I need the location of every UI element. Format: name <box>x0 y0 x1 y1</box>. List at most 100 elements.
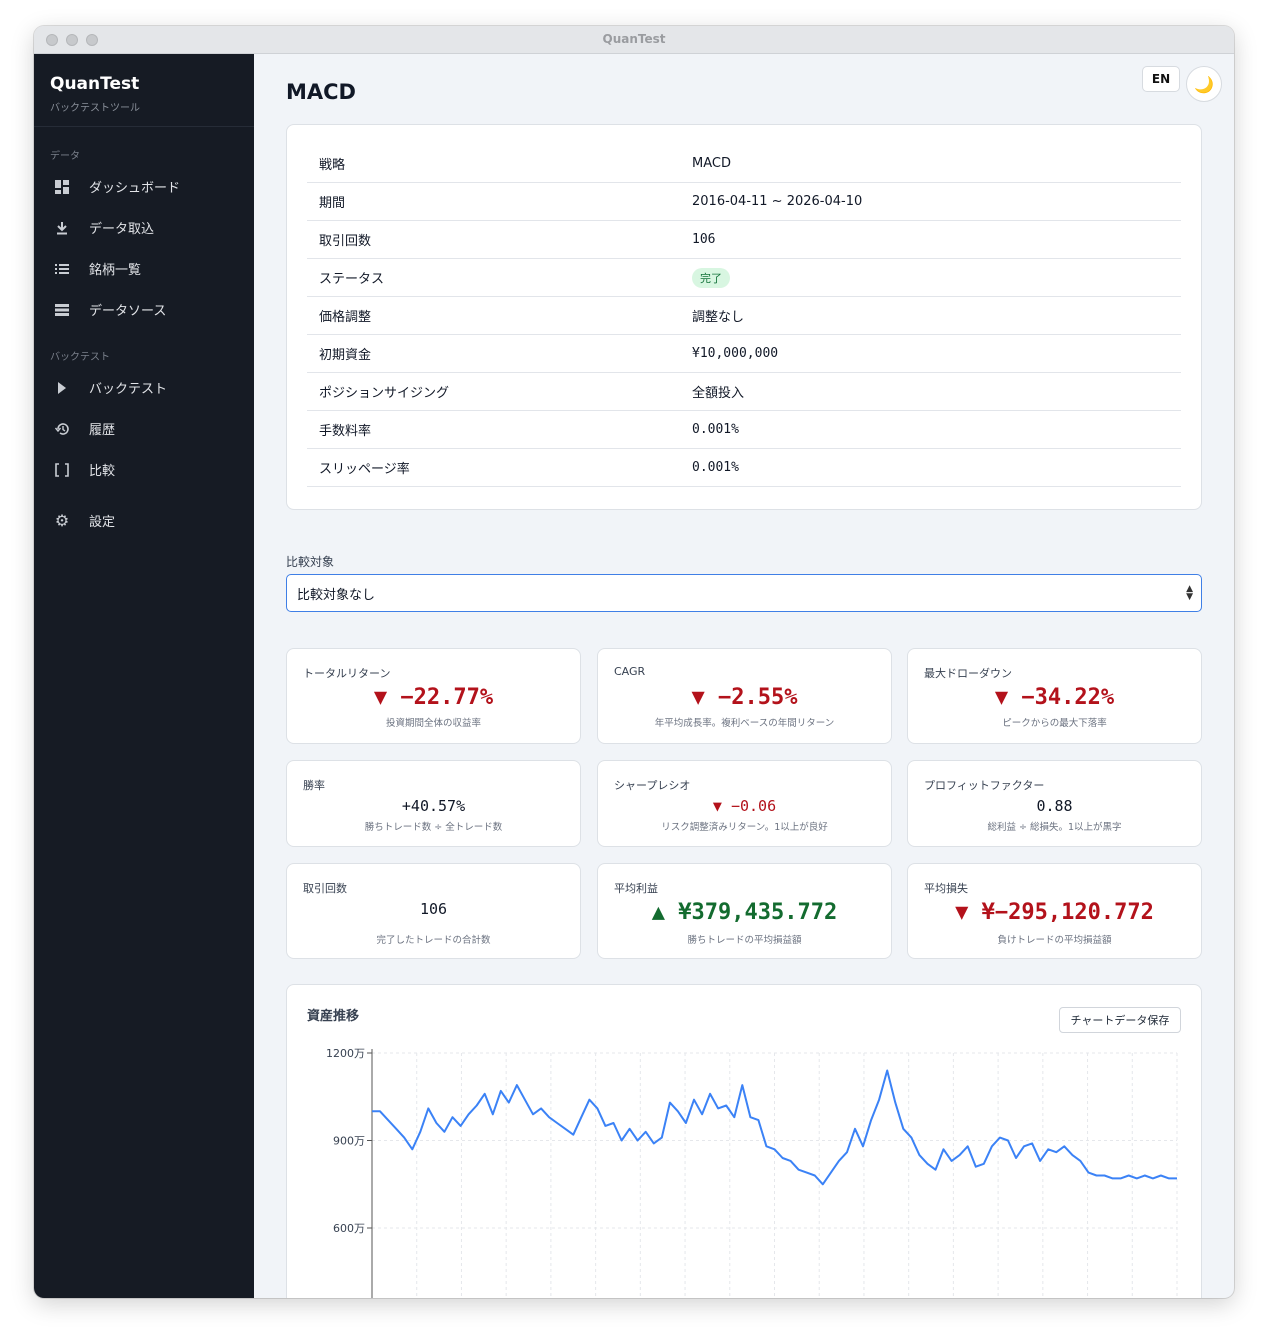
info-row: 期間 2016-04-11 ~ 2026-04-10 <box>307 183 1181 221</box>
metric-card: CAGR ▼ −2.55% 年平均成長率。複利ベースの年間リターン <box>597 648 892 744</box>
info-row: 取引回数 106 <box>307 221 1181 259</box>
metric-card: 勝率 +40.57% 勝ちトレード数 ÷ 全トレード数 <box>286 760 581 847</box>
metric-description: リスク調整済みリターン。1以上が良好 <box>661 822 828 833</box>
app-name: QuanTest <box>50 74 140 94</box>
sidebar-item-label: 履歴 <box>89 423 116 438</box>
save-chart-data-button[interactable]: チャートデータ保存 <box>1059 1007 1181 1033</box>
info-value: 全額投入 <box>692 386 745 401</box>
language-toggle-button[interactable]: EN <box>1142 66 1180 92</box>
sidebar-item-label: データソース <box>89 304 167 319</box>
download-icon <box>54 220 70 236</box>
info-key: スリッページ率 <box>319 462 410 477</box>
equity-chart-card: 資産推移 チャートデータ保存 1200万 900万 600万 300万 <box>286 984 1202 1298</box>
sidebar-item-history[interactable]: 履歴 <box>34 408 254 449</box>
title-bar: QuanTest <box>34 26 1234 54</box>
info-row: ステータス 完了 <box>307 259 1181 297</box>
compare-icon <box>54 462 70 478</box>
select-arrows-icon: ▲ ▼ <box>1186 584 1193 602</box>
brand: QuanTest バックテストツール <box>34 54 254 127</box>
sidebar-item-label: データ取込 <box>89 222 155 237</box>
metric-value: ▼ −22.77% <box>373 685 494 710</box>
info-row: 初期資金 ¥10,000,000 <box>307 335 1181 373</box>
metric-description: 年平均成長率。複利ベースの年間リターン <box>654 718 835 729</box>
minimize-window-button[interactable] <box>66 34 78 46</box>
zoom-window-button[interactable] <box>86 34 98 46</box>
storage-icon <box>54 302 70 318</box>
y-tick-label: 600万 <box>333 1222 365 1235</box>
close-window-button[interactable] <box>46 34 58 46</box>
sidebar-item-dashboard[interactable]: ダッシュボード <box>34 166 254 207</box>
sidebar-item-symbols[interactable]: 銘柄一覧 <box>34 248 254 289</box>
metric-description: 負けトレードの平均損益額 <box>997 935 1112 946</box>
metric-value: ▼ −34.22% <box>994 685 1115 710</box>
compare-select[interactable]: 比較対象なし ▲ ▼ <box>286 574 1202 612</box>
info-row: ポジションサイジング 全額投入 <box>307 373 1181 411</box>
section-label-backtest: バックテスト <box>50 352 110 363</box>
metric-value: +40.57% <box>401 797 466 815</box>
info-row: 手数料率 0.001% <box>307 411 1181 449</box>
metric-label: 平均利益 <box>614 882 658 895</box>
metric-description: 総利益 ÷ 総損失。1以上が黒字 <box>987 822 1122 833</box>
info-key: ポジションサイジング <box>319 386 450 401</box>
play-icon <box>54 380 70 396</box>
metric-value: ▼ ¥−295,120.772 <box>955 900 1154 925</box>
gear-icon: ⚙ <box>54 511 70 530</box>
metric-description: 完了したトレードの合計数 <box>376 935 491 946</box>
metric-value: 106 <box>419 900 448 918</box>
info-value: ¥10,000,000 <box>692 346 779 361</box>
y-tick-label: 1200万 <box>326 1047 365 1060</box>
sidebar-item-datasource[interactable]: データソース <box>34 289 254 330</box>
info-row: 価格調整 調整なし <box>307 297 1181 335</box>
info-value: 106 <box>692 232 716 247</box>
metric-description: 勝ちトレードの平均損益額 <box>687 935 802 946</box>
metric-card: シャープレシオ ▼ −0.06 リスク調整済みリターン。1以上が良好 <box>597 760 892 847</box>
sidebar-item-compare[interactable]: 比較 <box>34 449 254 490</box>
info-key: 価格調整 <box>319 310 372 325</box>
page-title: MACD <box>286 80 356 104</box>
info-value: 2016-04-11 ~ 2026-04-10 <box>692 194 863 209</box>
info-key: 初期資金 <box>319 348 372 363</box>
moon-icon: 🌙 <box>1194 74 1214 94</box>
list-icon <box>54 261 70 277</box>
info-key: ステータス <box>319 272 385 287</box>
info-value: 0.001% <box>692 460 739 475</box>
info-value: 調整なし <box>692 310 745 325</box>
metric-card: プロフィットファクター 0.88 総利益 ÷ 総損失。1以上が黒字 <box>907 760 1202 847</box>
info-key: 期間 <box>319 196 346 211</box>
sidebar-item-label: ダッシュボード <box>89 181 181 196</box>
metric-value: ▼ −0.06 <box>712 797 777 815</box>
theme-toggle-button[interactable]: 🌙 <box>1186 66 1222 102</box>
metric-card: 平均利益 ▲ ¥379,435.772 勝ちトレードの平均損益額 <box>597 863 892 959</box>
dashboard-icon <box>54 179 70 195</box>
metric-description: 投資期間全体の収益率 <box>385 718 481 729</box>
sidebar-item-label: 銘柄一覧 <box>89 263 142 278</box>
metric-card: 平均損失 ▼ ¥−295,120.772 負けトレードの平均損益額 <box>907 863 1202 959</box>
compare-label: 比較対象 <box>286 555 335 569</box>
metric-value: ▲ ¥379,435.772 <box>651 900 838 925</box>
metric-value: ▼ −2.55% <box>691 685 798 710</box>
info-key: 戦略 <box>319 158 346 173</box>
info-row: 戦略 MACD <box>307 145 1181 183</box>
sidebar-item-import[interactable]: データ取込 <box>34 207 254 248</box>
section-label-data: データ <box>50 151 80 162</box>
sidebar: QuanTest バックテストツール データ ダッシュボード データ取込 銘柄一… <box>34 54 254 1298</box>
window-title: QuanTest <box>602 32 666 46</box>
main-content: MACD EN 🌙 戦略 MACD 期間 2016-04-11 ~ 2026-0… <box>254 54 1234 1298</box>
info-table: 戦略 MACD 期間 2016-04-11 ~ 2026-04-10 取引回数 … <box>307 145 1181 487</box>
info-value: 0.001% <box>692 422 739 437</box>
metric-label: 最大ドローダウン <box>924 667 1012 680</box>
history-icon <box>54 421 70 437</box>
metric-label: 勝率 <box>303 779 325 792</box>
sidebar-item-label: 設定 <box>89 515 116 530</box>
info-key: 手数料率 <box>319 424 372 439</box>
sidebar-item-settings[interactable]: ⚙ 設定 <box>34 500 254 541</box>
info-row: スリッページ率 0.001% <box>307 449 1181 487</box>
sidebar-item-backtest[interactable]: バックテスト <box>34 367 254 408</box>
compare-selected-value: 比較対象なし <box>297 587 376 603</box>
metric-description: ピークからの最大下落率 <box>1002 718 1107 729</box>
equity-series-line <box>372 1069 1177 1186</box>
info-value: MACD <box>692 156 731 171</box>
metric-card: トータルリターン ▼ −22.77% 投資期間全体の収益率 <box>286 648 581 744</box>
sidebar-item-label: 比較 <box>89 464 116 479</box>
